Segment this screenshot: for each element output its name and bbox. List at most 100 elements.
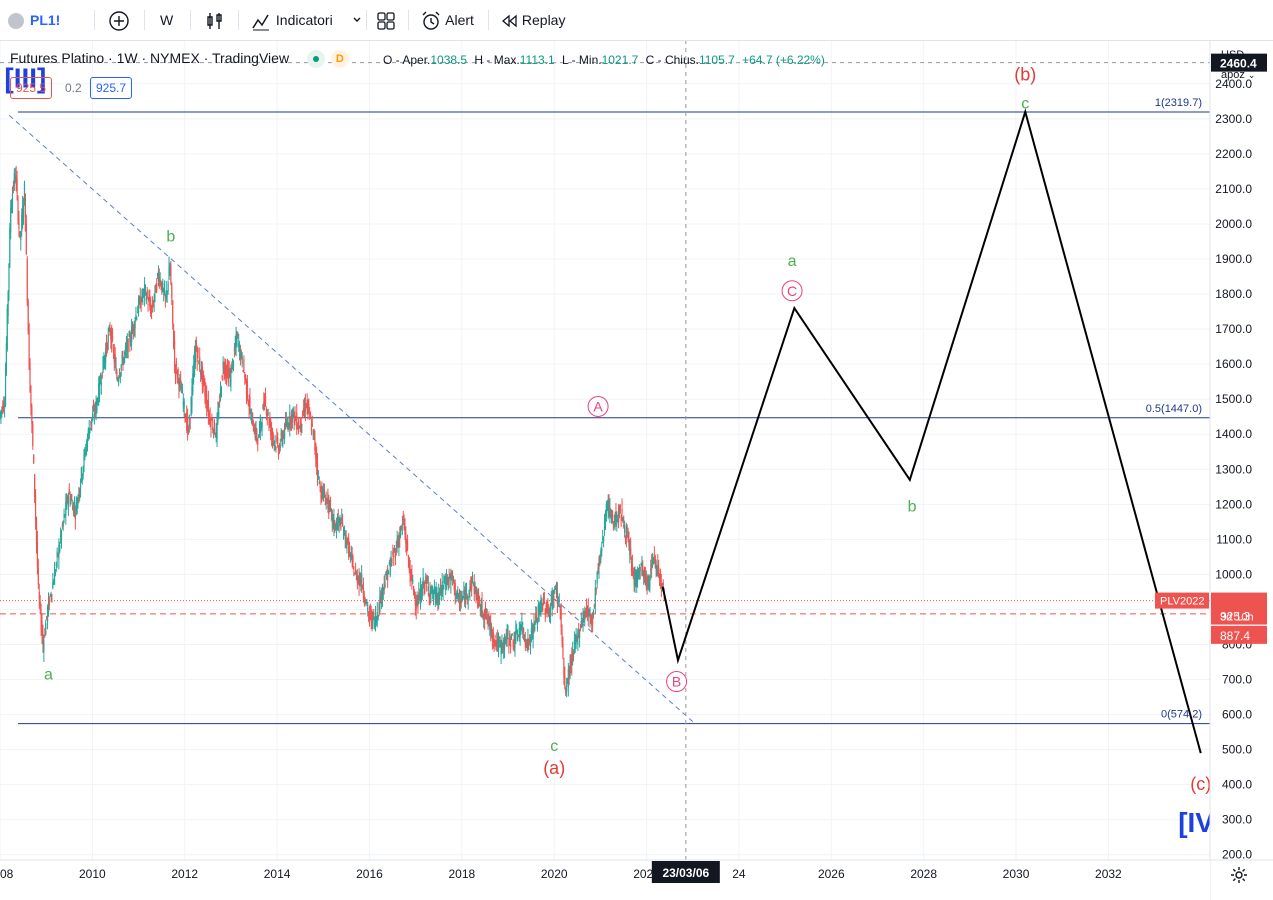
alert-button[interactable]: Alert xyxy=(420,0,474,40)
candle-body xyxy=(10,203,13,213)
candle-body xyxy=(545,604,547,614)
candle-body xyxy=(421,587,423,597)
price-badges: 2460.4 925.33d 10h 887.4 PLV2022 23/03/06 xyxy=(651,53,1267,883)
candle-body xyxy=(287,422,289,429)
candle-body xyxy=(400,526,403,528)
wave-label: a xyxy=(44,667,53,684)
candle-body xyxy=(349,554,352,559)
candle-body xyxy=(405,532,407,544)
candle-body xyxy=(61,525,63,527)
candle-body xyxy=(362,586,365,596)
last-price-badge: 925.3 xyxy=(1220,610,1250,624)
candle-body xyxy=(445,583,447,587)
plv-price-badge: 887.4 xyxy=(1220,629,1250,643)
candle-body xyxy=(141,290,143,301)
candle-body xyxy=(180,379,182,383)
candle-body xyxy=(559,608,561,610)
candle-body xyxy=(41,621,43,636)
candle-body xyxy=(611,511,614,519)
candle-body xyxy=(384,584,386,587)
candle-body xyxy=(481,601,483,615)
candle-body xyxy=(238,343,240,348)
candle-body xyxy=(485,609,487,613)
indicators-dropdown[interactable] xyxy=(352,0,362,40)
candle-body xyxy=(123,357,125,364)
candle-body xyxy=(95,401,97,415)
candle-body xyxy=(511,634,513,636)
candle-body xyxy=(240,351,242,357)
candle-body xyxy=(521,621,523,624)
currency-selector[interactable]: USD ⌄ xyxy=(1221,49,1255,61)
candle-body xyxy=(566,684,568,692)
candle-body xyxy=(620,515,622,521)
candle-body xyxy=(589,609,591,619)
candle-body xyxy=(311,423,313,426)
candle-body xyxy=(84,450,86,453)
layouts-button[interactable] xyxy=(376,0,396,40)
candle-body xyxy=(261,422,263,428)
candle-body xyxy=(459,600,461,602)
candle-body xyxy=(330,509,332,512)
candle-body xyxy=(483,617,485,619)
candle-body xyxy=(60,535,62,537)
candle-body xyxy=(251,415,253,424)
candle-body xyxy=(296,427,299,429)
candle-body xyxy=(336,523,339,531)
candle-body xyxy=(406,542,408,553)
candle-body xyxy=(647,583,649,585)
candle-body xyxy=(542,604,544,611)
price-tick-label: 1000.0 xyxy=(1215,567,1252,581)
candle-body xyxy=(403,524,405,529)
candle-body xyxy=(430,591,432,595)
settings-gear[interactable] xyxy=(1230,866,1248,889)
candle-body xyxy=(645,579,647,586)
candle-body xyxy=(67,496,70,506)
candle-body xyxy=(606,502,608,511)
wave-label-circle xyxy=(781,280,803,302)
legend-title[interactable]: Futures Platino · 1W · NYMEX · TradingVi… xyxy=(10,50,349,69)
candle-body xyxy=(89,428,91,430)
indicators-button[interactable]: Indicatori xyxy=(250,0,333,40)
candle-body xyxy=(163,290,166,295)
candle-body xyxy=(193,353,196,375)
candle-body xyxy=(103,358,105,369)
candle-body xyxy=(582,612,584,624)
candle-body xyxy=(277,437,279,445)
replay-button[interactable]: Replay xyxy=(500,0,565,40)
candle-body xyxy=(528,640,530,642)
candle-body xyxy=(345,534,347,547)
candle-body xyxy=(303,407,305,413)
candle-body xyxy=(299,425,301,429)
add-symbol-button[interactable] xyxy=(108,0,130,40)
candle-body xyxy=(650,568,652,571)
candle-body xyxy=(454,582,456,595)
candle-body xyxy=(81,474,83,482)
candle-body xyxy=(45,623,47,636)
price-tick-label: 1500.0 xyxy=(1215,392,1252,406)
chart-type-button[interactable] xyxy=(204,0,226,40)
candle-body xyxy=(66,497,68,510)
candle-body xyxy=(636,570,638,586)
interval-button[interactable]: W xyxy=(160,12,174,28)
candle-body xyxy=(524,639,526,644)
candle-body xyxy=(348,539,350,557)
candle-body xyxy=(402,518,404,520)
candle-body xyxy=(627,536,629,540)
candle-body xyxy=(104,355,106,364)
candle-body xyxy=(634,575,636,585)
plus-circle-icon xyxy=(109,11,129,31)
candle-body xyxy=(257,438,259,445)
scale-selector[interactable]: apoz ⌄ xyxy=(1221,69,1256,81)
candle-body xyxy=(53,570,56,585)
candle-body xyxy=(429,589,431,597)
symbol-search[interactable]: PL1! xyxy=(8,0,60,40)
buy-price-box[interactable]: 925.7 xyxy=(90,77,133,99)
candle-body xyxy=(158,276,160,284)
candle-body xyxy=(630,547,632,557)
candle-body xyxy=(560,606,562,628)
candle-body xyxy=(482,612,484,617)
sell-price-box[interactable]: 925.5 xyxy=(10,77,53,99)
candle-body xyxy=(439,597,441,600)
candle-body xyxy=(619,505,621,514)
